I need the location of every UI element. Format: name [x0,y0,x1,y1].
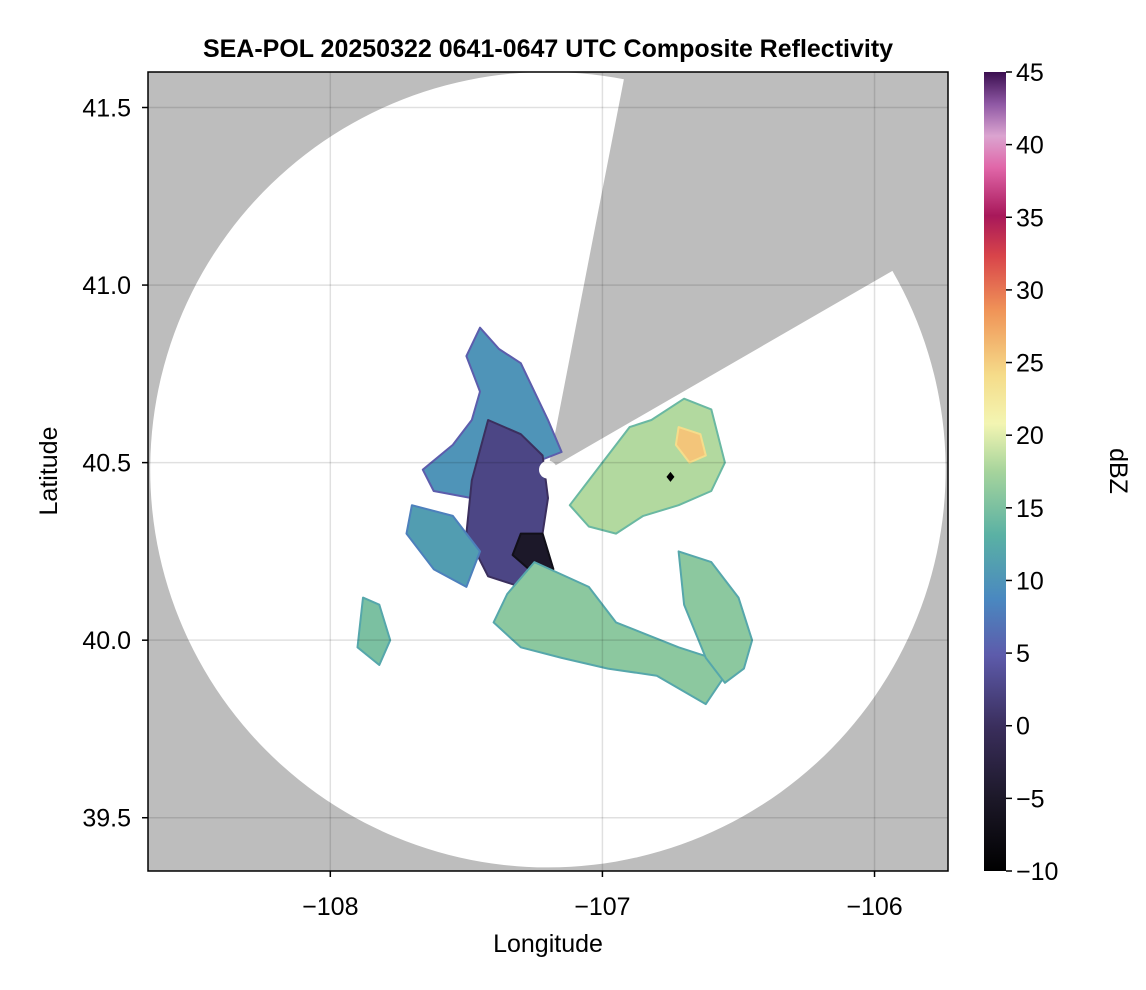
x-axis-label: Longitude [493,930,603,958]
x-axis-ticks: −108 −107 −106 [302,871,903,921]
echo-region [405,504,481,588]
x-tick-label: −107 [574,893,630,921]
y-tick-label: 40.5 [82,450,131,478]
colorbar-tick-label: 35 [1016,204,1044,232]
colorbar-tick-label: 40 [1016,132,1044,160]
radar-center [539,460,557,479]
colorbar-tick-label: 10 [1016,567,1044,595]
colorbar-ticks: −10 −5 0 5 10 15 20 25 30 35 40 45 [1006,59,1058,886]
y-tick-label: 40.0 [82,627,131,655]
y-tick-label: 41.5 [82,95,131,123]
echo-layer [356,326,754,706]
colorbar-tick-label: 5 [1016,640,1030,668]
echo-region [677,550,754,684]
colorbar-tick-label: −10 [1016,858,1058,886]
radar-site-marker [666,471,675,482]
plot-area [147,71,949,872]
y-tick-label: 41.0 [82,272,131,300]
x-tick-label: −108 [302,893,358,921]
plot-frame [147,71,949,872]
colorbar-label: dBZ [1104,448,1132,494]
x-tick-label: −106 [846,893,902,921]
echo-region [492,561,726,706]
colorbar-tick-label: −5 [1016,785,1045,813]
colorbar-tick-label: 0 [1016,713,1030,741]
y-axis-label: Latitude [35,427,63,516]
echo-region [356,596,392,666]
colorbar-gradient [984,72,1006,871]
y-axis-ticks: 39.5 40.0 40.5 41.0 41.5 [82,95,148,833]
colorbar: −10 −5 0 5 10 15 20 25 30 35 40 45 dBZ [984,59,1132,886]
colorbar-tick-label: 45 [1016,59,1044,87]
colorbar-tick-label: 15 [1016,495,1044,523]
colorbar-tick-label: 20 [1016,422,1044,450]
echo-region [674,426,707,464]
gridlines [148,72,948,871]
colorbar-tick-label: 25 [1016,350,1044,378]
chart-title: SEA-POL 20250322 0641-0647 UTC Composite… [203,35,893,63]
colorbar-tick-label: 30 [1016,277,1044,305]
y-tick-label: 39.5 [82,805,131,833]
